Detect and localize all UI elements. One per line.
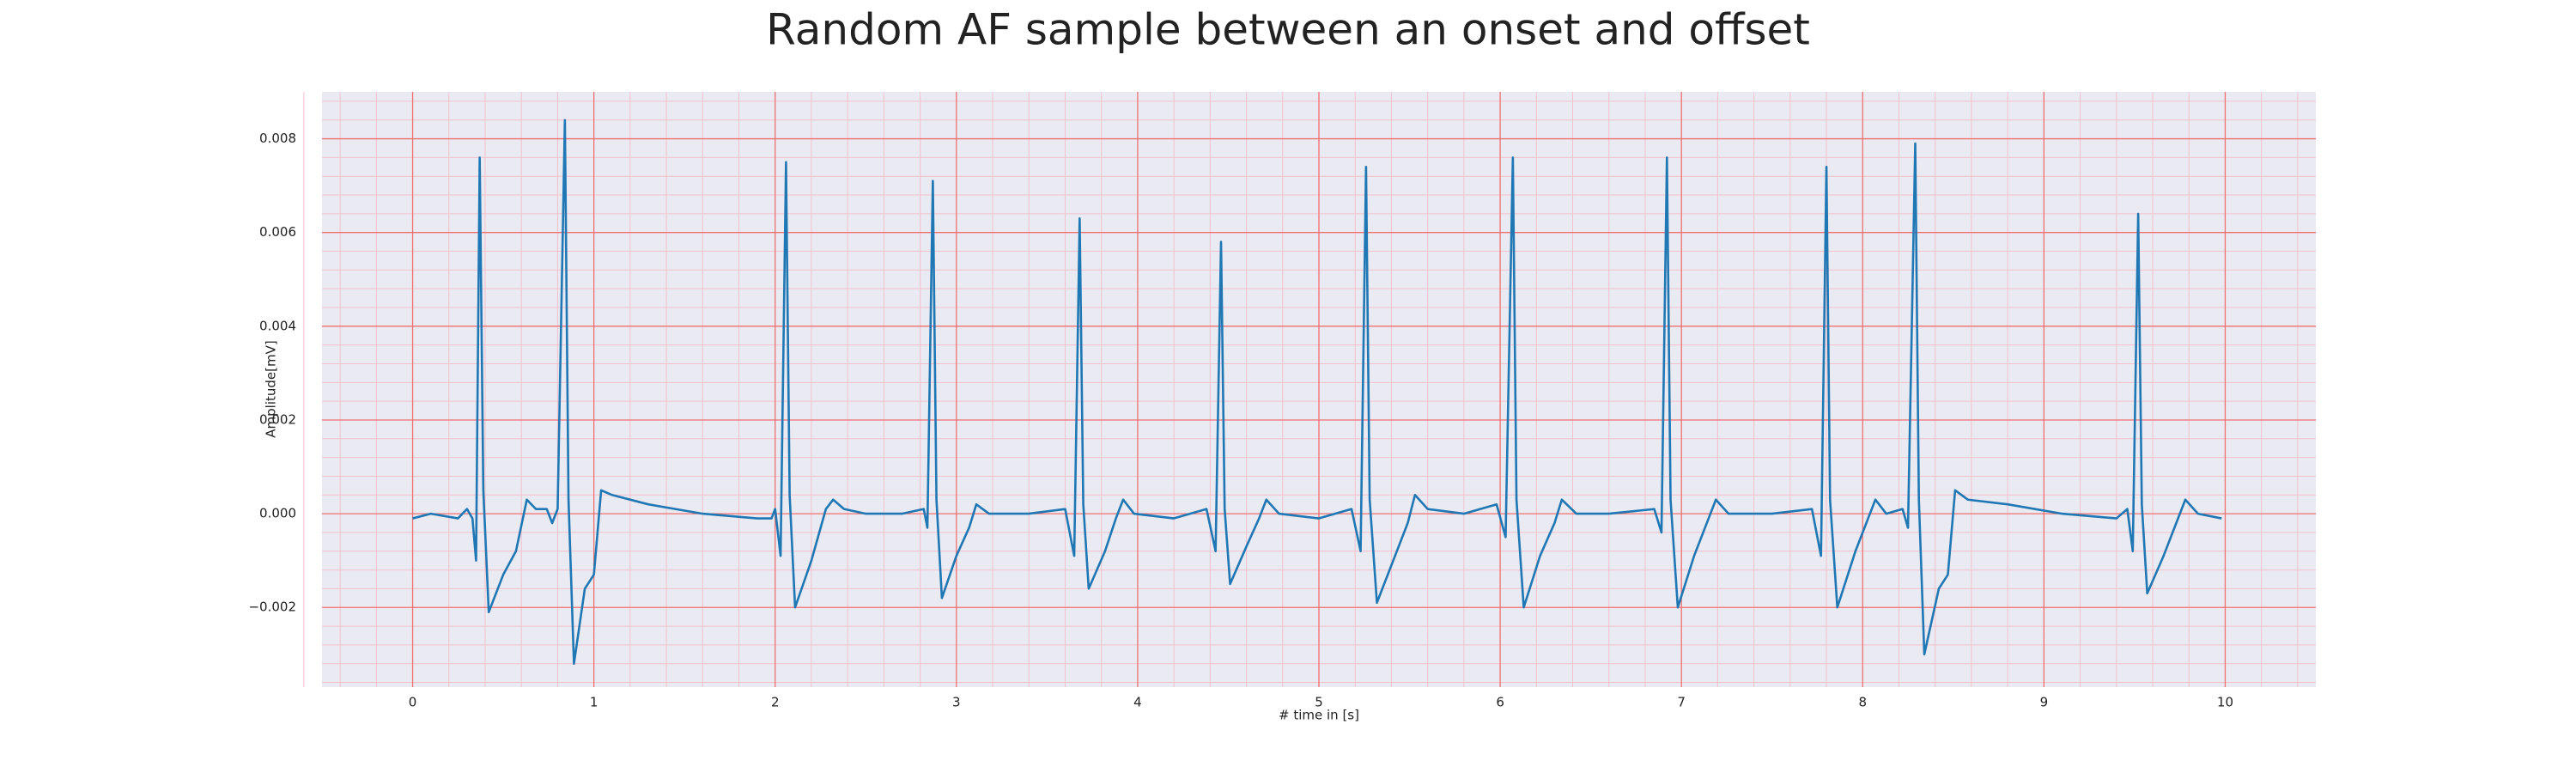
- x-tick-label: 8: [1858, 695, 1867, 710]
- x-tick-label: 9: [2040, 695, 2049, 710]
- x-tick-label: 5: [1315, 695, 1323, 710]
- x-tick-label: 10: [2217, 695, 2233, 710]
- x-tick-label: 2: [771, 695, 780, 710]
- y-tick-label: 0.008: [259, 131, 296, 146]
- x-tick-label: 1: [590, 695, 598, 710]
- x-tick-label: 3: [952, 695, 961, 710]
- x-tick-label: 6: [1496, 695, 1504, 710]
- line-series: [412, 119, 2222, 666]
- x-tick-label: 7: [1677, 695, 1686, 710]
- y-tick-label: −0.002: [248, 600, 296, 615]
- x-tick-label: 4: [1133, 695, 1142, 710]
- y-tick-label: 0.000: [259, 506, 296, 521]
- y-tick-label: 0.006: [259, 224, 296, 240]
- y-tick-label: 0.004: [259, 318, 296, 333]
- y-axis-label: Amplitude[mV]: [264, 340, 279, 437]
- x-tick-label: 0: [409, 695, 417, 710]
- x-axis-label: # time in [s]: [1279, 708, 1359, 723]
- chart-title: Random AF sample between an onset and of…: [766, 5, 1810, 55]
- y-tick-label: 0.002: [259, 411, 296, 427]
